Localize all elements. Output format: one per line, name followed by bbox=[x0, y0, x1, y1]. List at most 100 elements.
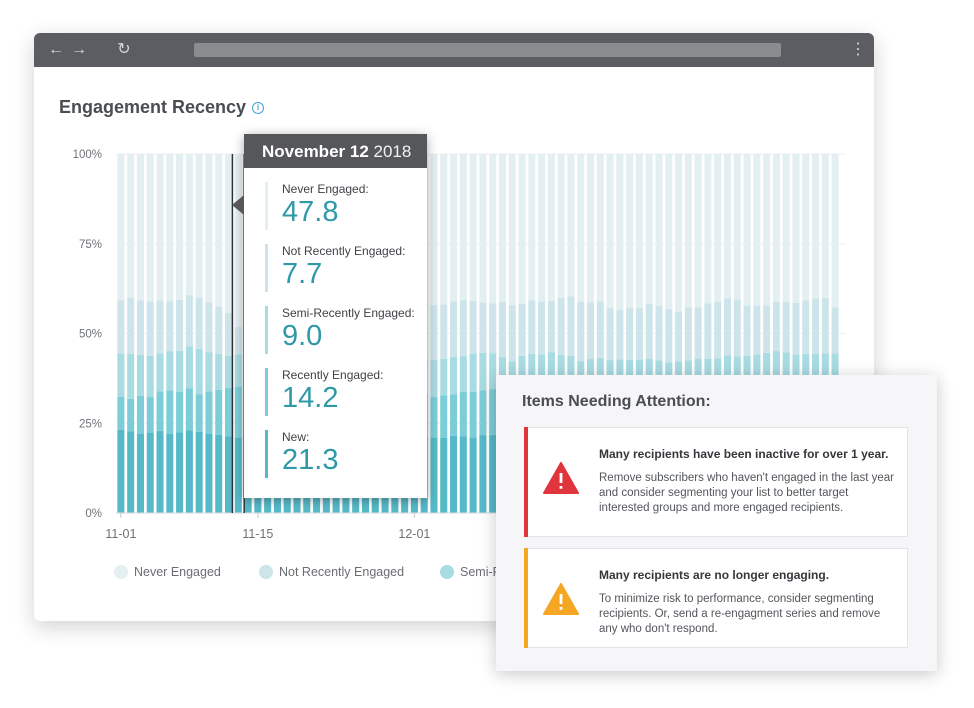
chart-bar-segment bbox=[489, 303, 497, 354]
legend-item[interactable]: Semi-R bbox=[440, 565, 502, 579]
chart-bar-segment bbox=[479, 154, 487, 303]
chart-bar-segment bbox=[430, 154, 438, 305]
y-tick-label: 100% bbox=[73, 149, 102, 161]
tooltip-row-label: New: bbox=[282, 430, 310, 444]
chart-bar-segment bbox=[234, 326, 242, 355]
chart-bar-segment bbox=[450, 301, 458, 357]
chart-bar-segment bbox=[596, 154, 604, 302]
tooltip-row: Recently Engaged: 14.2 bbox=[265, 368, 425, 416]
chart-bar-segment bbox=[538, 301, 546, 355]
chart-bar-segment bbox=[479, 302, 487, 353]
chart-bar-segment bbox=[459, 154, 467, 301]
chart-bar-segment bbox=[176, 350, 184, 392]
chart-bar-segment bbox=[176, 432, 184, 514]
chart-bar-segment bbox=[489, 389, 497, 435]
chart-bar-segment bbox=[753, 305, 761, 355]
chart-bar-segment bbox=[195, 297, 203, 349]
chart-bar-segment bbox=[645, 304, 653, 359]
chart-bar-segment bbox=[459, 392, 467, 437]
forward-icon[interactable]: → bbox=[71, 41, 87, 58]
chart-bar-segment bbox=[528, 154, 536, 301]
chart-bar-segment bbox=[586, 302, 595, 359]
legend-item[interactable]: Never Engaged bbox=[114, 565, 221, 579]
chart-bar-segment bbox=[694, 307, 702, 359]
chart-bar-segment bbox=[528, 300, 536, 354]
kebab-menu-icon[interactable]: ⋮ bbox=[850, 41, 866, 58]
chart-bar-segment bbox=[469, 391, 477, 438]
chart-bar-segment bbox=[234, 154, 242, 327]
chart-bar-segment bbox=[821, 154, 829, 298]
chart-bar-segment bbox=[831, 154, 839, 308]
y-tick-label: 0% bbox=[85, 508, 102, 520]
chart-bar-segment bbox=[743, 355, 751, 394]
chart-bar-segment bbox=[136, 434, 144, 513]
chart-bar-segment bbox=[166, 154, 174, 302]
chart-bar-segment bbox=[714, 301, 722, 359]
info-icon[interactable]: i bbox=[252, 102, 264, 114]
address-bar[interactable] bbox=[194, 43, 781, 57]
chart-bar-segment bbox=[596, 301, 604, 358]
legend-item[interactable]: Not Recently Engaged bbox=[259, 565, 404, 579]
chart-bar-segment bbox=[479, 352, 487, 391]
tooltip-row-label: Semi-Recently Engaged: bbox=[282, 306, 415, 320]
chart-bar-segment bbox=[498, 154, 506, 302]
tooltip-row: New: 21.3 bbox=[265, 430, 425, 478]
chart-bar-segment bbox=[146, 397, 154, 433]
chart-bar-segment bbox=[518, 154, 526, 304]
chart-bar-segment bbox=[753, 354, 761, 394]
tooltip-row-value: 47.8 bbox=[282, 196, 339, 228]
chart-bar-segment bbox=[136, 154, 144, 301]
warning-triangle-icon bbox=[543, 583, 579, 615]
browser-toolbar: ← → ↻ ⋮ bbox=[34, 33, 874, 67]
chart-bar-segment bbox=[440, 395, 448, 438]
chart-bar-segment bbox=[185, 346, 193, 389]
attention-card-inactive[interactable]: Many recipients have been inactive for o… bbox=[524, 427, 908, 537]
chart-bar-segment bbox=[234, 386, 242, 438]
chart-bar-segment bbox=[224, 313, 233, 356]
reload-icon[interactable]: ↻ bbox=[117, 41, 131, 58]
page-title: Engagement Recency bbox=[59, 97, 247, 117]
chart-bar-segment bbox=[440, 154, 448, 305]
chart-bar-segment bbox=[675, 311, 683, 362]
chart-bar-segment bbox=[156, 391, 164, 431]
tooltip-row-value: 7.7 bbox=[282, 258, 323, 290]
back-icon[interactable]: ← bbox=[48, 41, 64, 58]
chart-bar-segment bbox=[763, 305, 771, 353]
chart-bar-segment bbox=[234, 354, 242, 387]
chart-bar-segment bbox=[156, 300, 164, 354]
chart-bar-segment bbox=[782, 154, 790, 302]
chart-bar-segment bbox=[538, 354, 546, 394]
chart-bar-segment bbox=[185, 388, 193, 431]
chart-bar-segment bbox=[205, 302, 213, 353]
chart-bar-segment bbox=[812, 154, 820, 299]
attention-title: Items Needing Attention: bbox=[522, 393, 711, 410]
chart-bar-segment bbox=[205, 434, 213, 513]
warning-triangle-icon bbox=[543, 462, 579, 494]
chart-bar-segment bbox=[694, 154, 702, 308]
chart-bar-segment bbox=[655, 305, 663, 361]
chart-bar-segment bbox=[567, 154, 575, 297]
legend-swatch bbox=[440, 565, 454, 579]
chart-bar-segment bbox=[215, 154, 223, 307]
legend-swatch bbox=[114, 565, 128, 579]
chart-bar-segment bbox=[723, 298, 731, 356]
y-tick-label: 50% bbox=[79, 329, 102, 341]
chart-bar-segment bbox=[450, 394, 458, 436]
chart-bar-segment bbox=[723, 154, 731, 299]
chart-bar-segment bbox=[469, 154, 477, 301]
tooltip-row-value: 14.2 bbox=[282, 382, 339, 414]
y-tick-label: 25% bbox=[79, 418, 102, 430]
chart-bar-segment bbox=[704, 154, 712, 304]
tooltip-row-value: 9.0 bbox=[282, 320, 323, 352]
attention-card-not-engaging[interactable]: Many recipients are no longer engaging. … bbox=[524, 548, 908, 648]
chart-bar-segment bbox=[440, 437, 448, 513]
chart-bar-segment bbox=[430, 437, 438, 513]
chart-bar-segment bbox=[430, 304, 438, 361]
chart-bar-segment bbox=[469, 437, 477, 513]
tooltip-caret bbox=[232, 195, 244, 215]
chart-bar-segment bbox=[733, 154, 741, 300]
attention-card-text: Remove subscribers who haven't engaged i… bbox=[599, 472, 894, 514]
chart-bar-segment bbox=[166, 351, 174, 391]
chart-bar-segment bbox=[606, 308, 614, 361]
chart-legend: Never Engaged Not Recently Engaged Semi-R bbox=[34, 565, 874, 585]
